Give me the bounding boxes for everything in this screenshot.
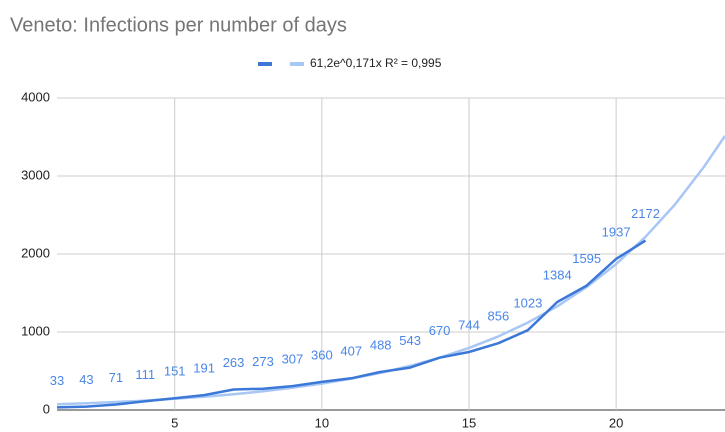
y-tick-label: 4000 — [21, 89, 50, 104]
legend: 61,2e^0,171x R² = 0,995 — [258, 56, 442, 70]
x-tick-label: 20 — [609, 415, 623, 430]
line — [56, 239, 647, 409]
y-tick-label: 3000 — [21, 167, 50, 182]
data-label: 670 — [429, 323, 451, 338]
data-label: 1595 — [572, 251, 601, 266]
legend-label: 61,2e^0,171x R² = 0,995 — [310, 56, 442, 70]
data-label: 273 — [252, 354, 274, 369]
data-label: 111 — [135, 367, 155, 382]
data-label: 263 — [223, 355, 245, 370]
data-label: 307 — [282, 351, 304, 366]
y-tick-label: 2000 — [21, 245, 50, 260]
x-tick-label: 15 — [462, 415, 476, 430]
data-label: 744 — [458, 317, 480, 332]
data-label: 488 — [370, 337, 392, 352]
data-label: 856 — [488, 309, 510, 324]
data-label: 2172 — [631, 206, 660, 221]
data-label: 43 — [79, 372, 93, 387]
data-label: 33 — [50, 373, 64, 388]
data-label: 360 — [311, 347, 333, 362]
data-label: 191 — [193, 361, 215, 376]
x-tick-label: 10 — [315, 415, 329, 430]
data-label: 407 — [340, 344, 362, 359]
y-tick-label: 1000 — [21, 323, 50, 338]
data-label: 543 — [399, 333, 421, 348]
data-label: 1384 — [543, 267, 572, 282]
x-tick-label: 5 — [171, 415, 178, 430]
chart-title: Veneto: Infections per number of days — [10, 14, 347, 36]
data-label: 71 — [109, 370, 123, 385]
data-label: 1023 — [513, 296, 542, 311]
data-label: 151 — [164, 364, 186, 379]
data-label: 1937 — [602, 224, 631, 239]
y-tick-label: 0 — [43, 401, 50, 416]
